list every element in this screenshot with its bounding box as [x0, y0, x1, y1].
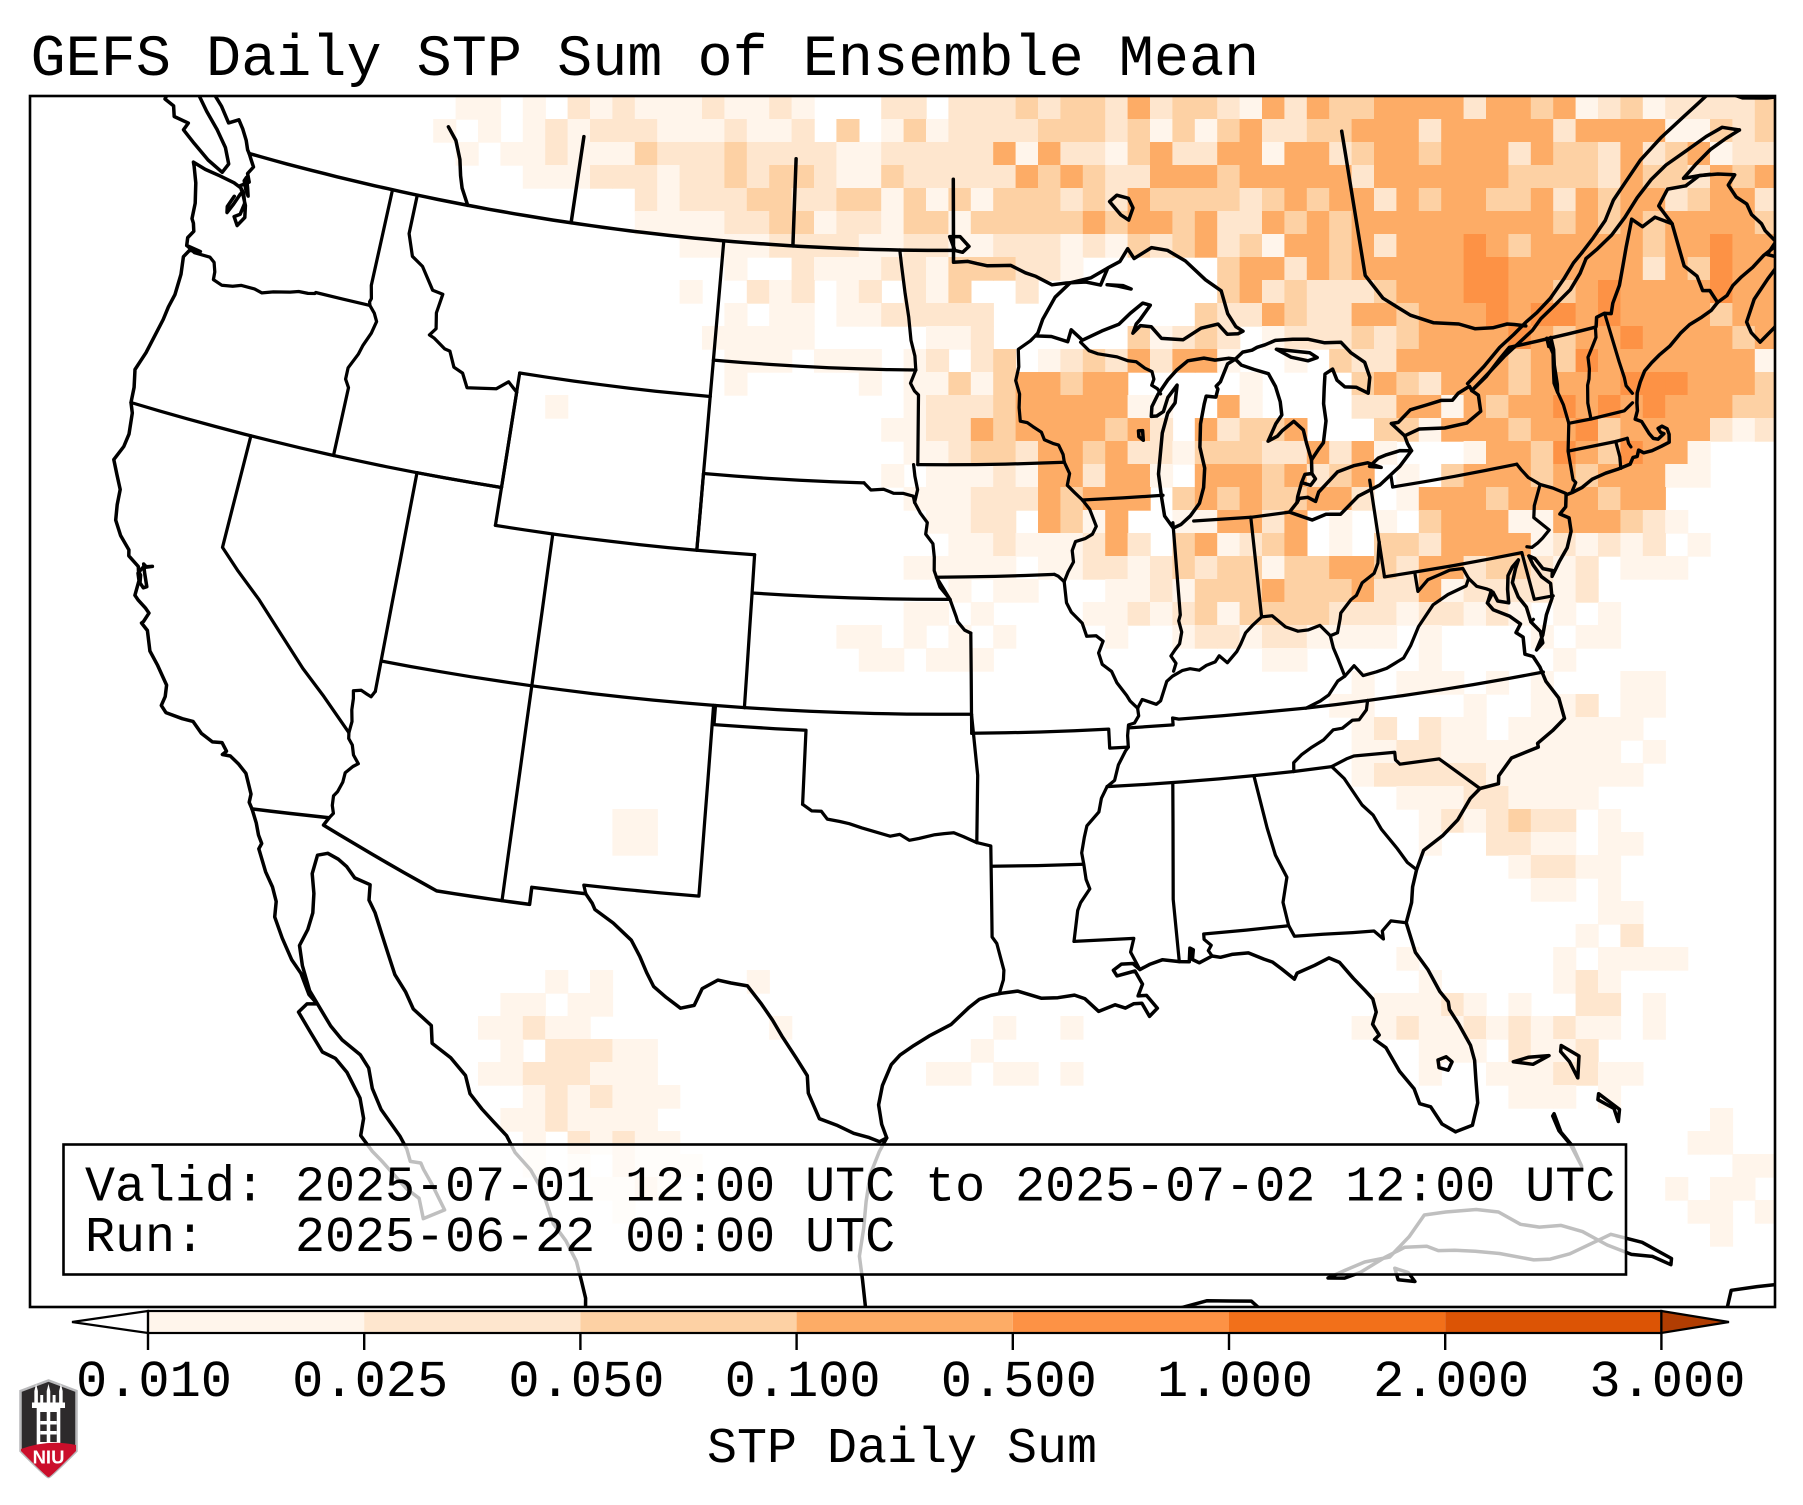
- svg-text:GEFS Daily STP Sum of Ensemble: GEFS Daily STP Sum of Ensemble Mean: [31, 26, 1260, 93]
- svg-text:3.000: 3.000: [1589, 1353, 1745, 1412]
- svg-text:0.100: 0.100: [725, 1353, 881, 1412]
- svg-text:Valid: 2025-07-01 12:00 UTC to: Valid: 2025-07-01 12:00 UTC to 2025-07-0…: [85, 1160, 1615, 1217]
- svg-text:1.000: 1.000: [1157, 1353, 1313, 1412]
- svg-text:NIU: NIU: [33, 1447, 65, 1468]
- svg-text:0.500: 0.500: [941, 1353, 1097, 1412]
- svg-text:STP Daily Sum: STP Daily Sum: [707, 1421, 1097, 1478]
- svg-text:0.010: 0.010: [76, 1353, 232, 1412]
- svg-text:Run: 2025-06-22 00:00 UTC: Run: 2025-06-22 00:00 UTC: [85, 1210, 895, 1267]
- svg-text:0.050: 0.050: [508, 1353, 664, 1412]
- svg-text:2.000: 2.000: [1373, 1353, 1529, 1412]
- svg-text:0.025: 0.025: [292, 1353, 448, 1412]
